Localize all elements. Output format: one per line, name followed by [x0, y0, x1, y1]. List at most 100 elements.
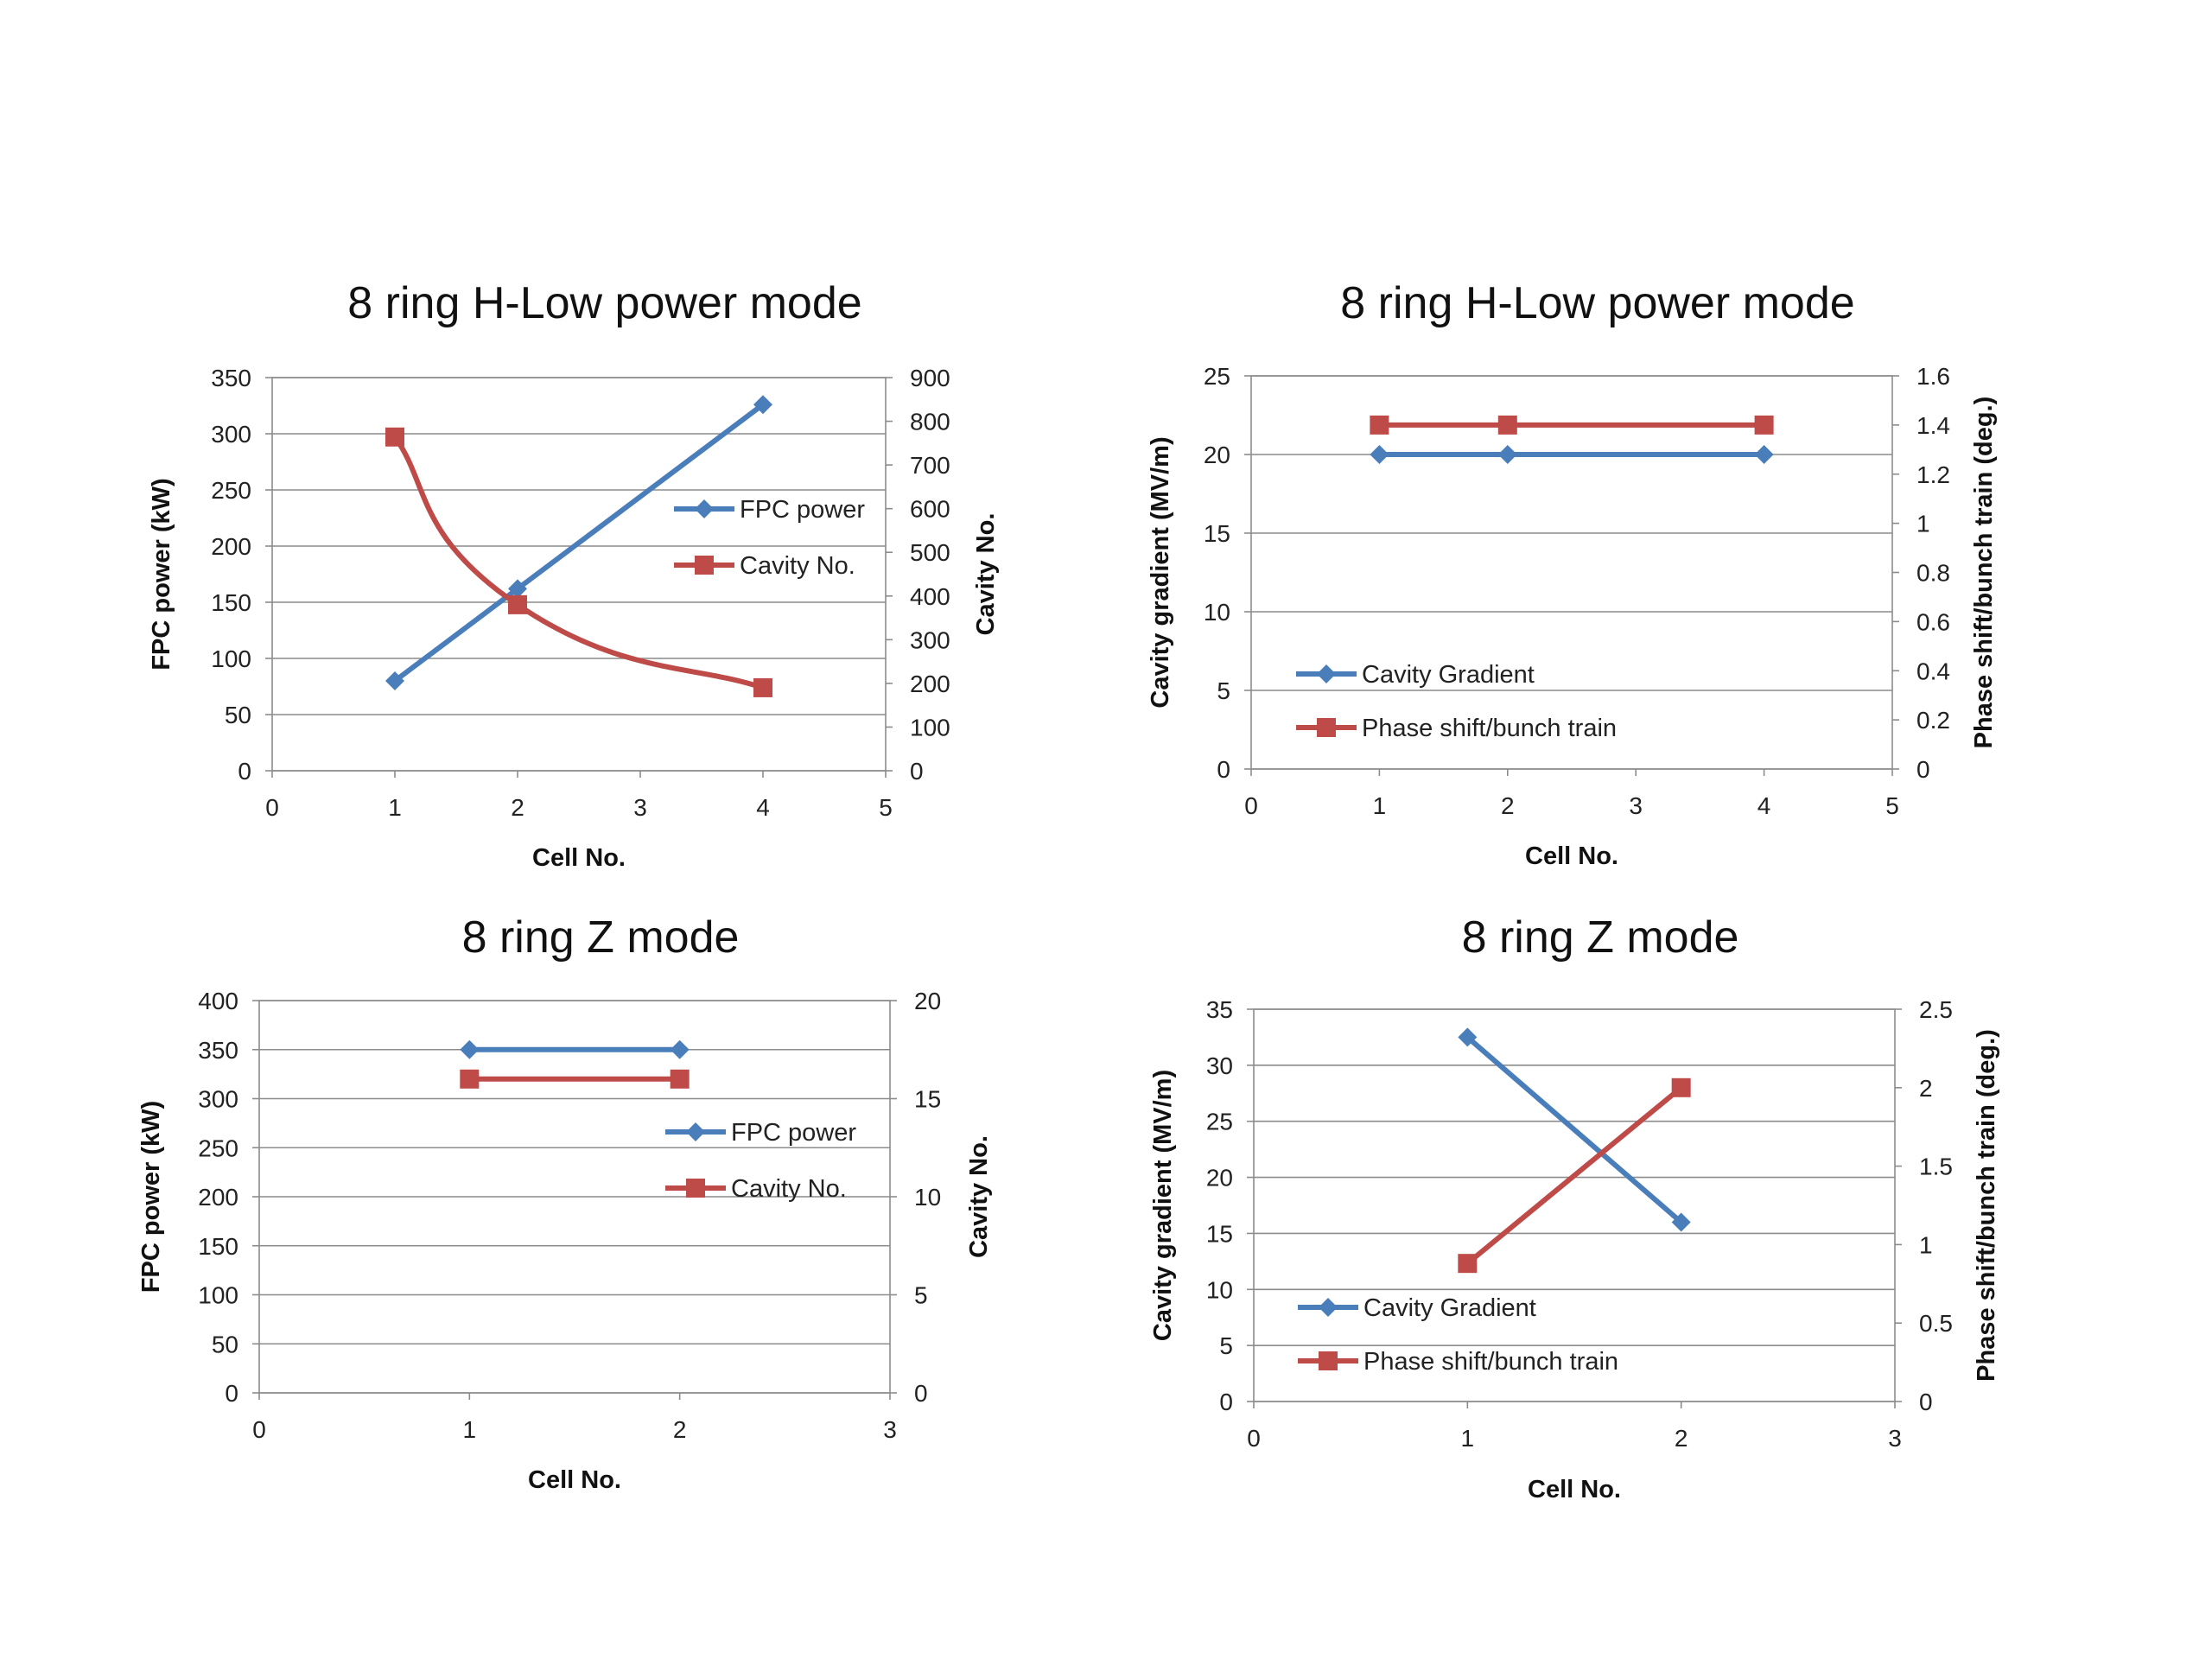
- plot-frame: [1253, 1008, 1896, 1402]
- y2-tick-label: 1.6: [1916, 363, 1950, 390]
- plot-frame: [271, 377, 887, 772]
- chart-4: 8 ring Z mode 0 5 10 15 20 25 30 35 0 0.5 1 1.5 2 2.5 0…: [1149, 912, 2000, 1503]
- chart-1: 8 ring H-Low power mode05010015020025030…: [148, 278, 1000, 872]
- data-point-square: [753, 677, 772, 697]
- legend-label: Cavity No.: [731, 1175, 847, 1203]
- chart-title: 8 ring H-Low power mode: [1340, 278, 1854, 328]
- x-axis-label: Cell No.: [532, 844, 626, 872]
- y-tick-label: 5: [1219, 1332, 1233, 1359]
- legend-label: FPC power: [731, 1119, 856, 1147]
- y-tick-label: 30: [1206, 1052, 1233, 1079]
- x-tick-label: 3: [1629, 792, 1643, 819]
- y-tick-label: 0: [1219, 1389, 1233, 1415]
- x-tick-label: 0: [1247, 1425, 1261, 1452]
- data-point-diamond: [1754, 445, 1774, 464]
- x-tick-label: 3: [633, 794, 647, 821]
- data-point-diamond: [508, 579, 527, 599]
- y-tick-label: 25: [1206, 1109, 1233, 1135]
- y-tick-label: 25: [1204, 363, 1230, 390]
- y-tick-label: 200: [211, 533, 251, 560]
- y-tick-label: 200: [198, 1184, 238, 1211]
- y-tick-label: 15: [1204, 520, 1230, 547]
- y2-tick-label: 0.8: [1916, 560, 1950, 587]
- data-point-square: [1754, 415, 1774, 435]
- legend-item: FPC power: [674, 496, 865, 524]
- y2-tick-label: 1.4: [1916, 412, 1950, 439]
- legend-marker: [686, 1122, 705, 1141]
- series-1: [1458, 1027, 1691, 1232]
- y2-tick-label: 15: [914, 1086, 941, 1113]
- x-tick-label: 5: [1885, 792, 1899, 819]
- data-point-square: [1671, 1077, 1691, 1097]
- y-tick-label: 150: [198, 1233, 238, 1260]
- y2-tick-label: 0.6: [1916, 608, 1950, 635]
- series-line: [1465, 1085, 1683, 1266]
- series-1: [460, 1039, 690, 1059]
- legend-marker: [1319, 1298, 1338, 1317]
- x-tick-label: 4: [1758, 792, 1771, 819]
- y-tick-label: 300: [198, 1086, 238, 1113]
- y2-tick-label: 1: [1916, 511, 1930, 537]
- y-tick-label: 150: [211, 589, 251, 616]
- y2-tick-label: 0.5: [1919, 1310, 1953, 1337]
- y-tick-label: 50: [225, 702, 251, 728]
- y-axis-label: FPC power (kW): [148, 478, 175, 670]
- data-point-diamond: [670, 1039, 690, 1059]
- data-point-square: [1497, 415, 1517, 435]
- data-point-diamond: [385, 671, 404, 690]
- data-point-square: [460, 1069, 480, 1089]
- y-tick-label: 0: [225, 1380, 238, 1407]
- series-2: [1370, 415, 1774, 435]
- y-tick-label: 20: [1204, 442, 1230, 468]
- x-tick-label: 3: [883, 1416, 897, 1443]
- y2-tick-label: 800: [910, 409, 950, 435]
- data-point-diamond: [1497, 445, 1517, 464]
- legend-item: Cavity Gradient: [1296, 661, 1535, 689]
- x-tick-label: 0: [265, 794, 279, 821]
- series-1: [1370, 445, 1774, 464]
- legend-label: Cavity Gradient: [1362, 661, 1535, 689]
- series-2: [460, 1069, 690, 1089]
- data-point-square: [385, 427, 404, 447]
- y2-tick-label: 0: [1916, 756, 1930, 783]
- legend-item: Phase shift/bunch train: [1296, 715, 1617, 742]
- y-tick-label: 300: [211, 421, 251, 448]
- x-axis-label: Cell No.: [528, 1466, 621, 1494]
- y2-tick-label: 1: [1919, 1231, 1933, 1258]
- x-tick-label: 2: [511, 794, 524, 821]
- y-tick-label: 100: [211, 645, 251, 672]
- legend-marker: [686, 1179, 705, 1198]
- y-axis-label: Cavity gradient (MV/m): [1147, 436, 1174, 708]
- chart-3: 8 ring Z mode050100150200250300350400051…: [137, 912, 993, 1494]
- x-tick-label: 4: [756, 794, 770, 821]
- y2-tick-label: 0: [1919, 1389, 1933, 1415]
- y-tick-label: 350: [198, 1037, 238, 1064]
- y2-tick-label: 1.2: [1916, 461, 1950, 488]
- y-tick-label: 400: [198, 988, 238, 1014]
- legend-marker: [1319, 1351, 1338, 1370]
- y2-tick-label: 200: [910, 671, 950, 697]
- y-tick-label: 5: [1217, 677, 1230, 704]
- data-point-square: [1370, 415, 1389, 435]
- y2-tick-label: 400: [910, 583, 950, 610]
- y-tick-label: 250: [211, 477, 251, 504]
- x-axis-label: Cell No.: [1528, 1476, 1621, 1503]
- y-tick-label: 10: [1206, 1276, 1233, 1303]
- x-tick-label: 2: [1675, 1425, 1688, 1452]
- x-tick-label: 2: [673, 1416, 687, 1443]
- legend-label: Cavity No.: [740, 552, 855, 580]
- y2-axis-label: Cavity No.: [972, 513, 1000, 636]
- y2-tick-label: 300: [910, 626, 950, 653]
- data-point-square: [508, 594, 527, 614]
- y2-tick-label: 700: [910, 452, 950, 479]
- y-tick-label: 50: [212, 1331, 238, 1357]
- y2-tick-label: 100: [910, 714, 950, 741]
- chart-2: 8 ring H-Low power mode051015202500.20.4…: [1147, 278, 1998, 870]
- y-tick-label: 10: [1204, 599, 1230, 626]
- x-tick-label: 2: [1501, 792, 1515, 819]
- legend-item: Cavity No.: [665, 1175, 847, 1203]
- y-axis-label: FPC power (kW): [137, 1101, 165, 1293]
- y2-tick-label: 0.2: [1916, 707, 1950, 734]
